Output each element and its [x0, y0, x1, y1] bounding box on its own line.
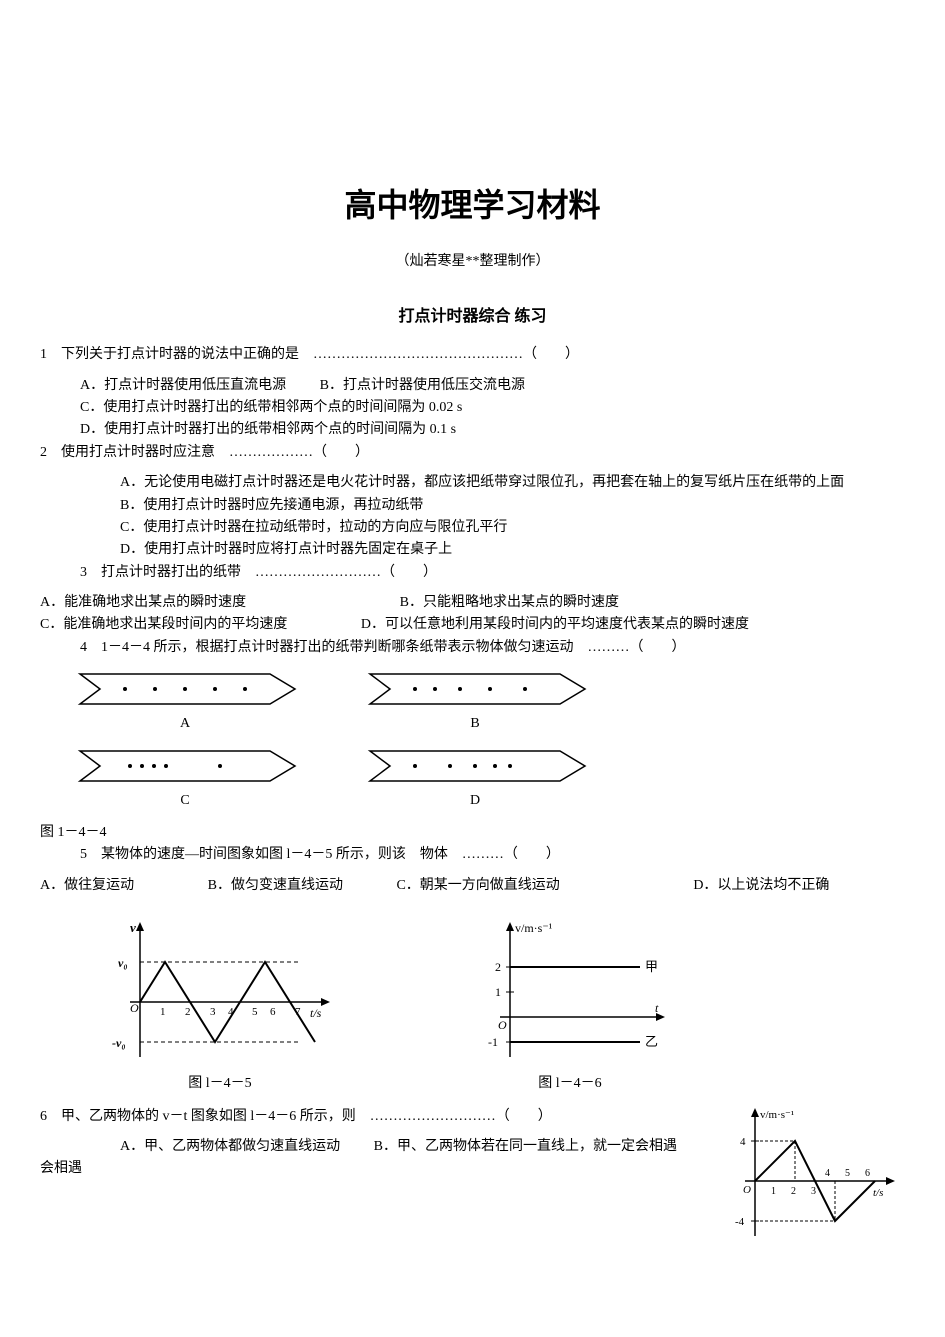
q1-opt-d: D．使用打点计时器打出的纸带相邻两个点的时间间隔为 0.1 s: [80, 422, 456, 437]
question-1: 1 下列关于打点计时器的说法中正确的是 ………………………………………（ ）: [40, 344, 905, 366]
svg-text:6: 6: [865, 1168, 870, 1179]
page-subtitle: （灿若寒星**整理制作）: [40, 251, 905, 273]
q2-opt-d: D．使用打点计时器时应将打点计时器先固定在桌子上: [120, 539, 905, 561]
q3-opt-a: A．能准确地求出某点的瞬时速度: [40, 595, 246, 610]
fig6-ylabel: v/m·s⁻¹: [515, 921, 553, 935]
fig7-svg: v/m·s⁻¹ t/s O 4 -4 1 2 3 4 5 6: [725, 1106, 905, 1246]
fig6-svg: v/m·s⁻¹ t O 2 1 -1 甲 乙: [460, 917, 680, 1067]
svg-text:4: 4: [228, 1006, 234, 1018]
question-3: 3 打点计时器打出的纸带 ………………………（ ）: [40, 562, 905, 584]
fig7-xlabel: t/s: [873, 1187, 883, 1199]
fig5-block: v t/s O v₀ -v₀ 1 2 3 4 5 6 7 图 l－4－5: [100, 917, 340, 1095]
svg-text:2: 2: [185, 1006, 191, 1018]
q3-opt-c: C．能准确地求出某段时间内的平均速度: [40, 617, 287, 632]
svg-text:O: O: [743, 1184, 751, 1196]
charts-row: v t/s O v₀ -v₀ 1 2 3 4 5 6 7 图 l－4－5: [100, 917, 905, 1095]
svg-text:-1: -1: [488, 1035, 498, 1049]
q5-opt-d: D．以上说法均不正确: [693, 878, 829, 893]
fig5-ylabel: v: [130, 920, 136, 935]
svg-text:3: 3: [811, 1186, 816, 1197]
svg-text:O: O: [498, 1018, 507, 1032]
fig7-ylabel: v/m·s⁻¹: [760, 1109, 794, 1121]
tapes-row-1: A B: [70, 669, 905, 735]
svg-text:1: 1: [160, 1006, 166, 1018]
svg-text:3: 3: [210, 1006, 216, 1018]
q2-opt-b: B．使用打点计时器时应先接通电源，再拉动纸带: [120, 495, 905, 517]
tapes-row-2: C D: [70, 746, 905, 812]
tape-b-label: B: [470, 713, 479, 735]
q2-opt-a: A．无论使用电磁打点计时器还是电火花计时器，都应该把纸带穿过限位孔，再把套在轴上…: [120, 472, 905, 494]
fig7-block: v/m·s⁻¹ t/s O 4 -4 1 2 3 4 5 6: [725, 1106, 905, 1246]
question-4: 4 1－4－4 所示，根据打点计时器打出的纸带判断哪条纸带表示物体做匀速运动 ……: [40, 637, 905, 659]
q6-extra: 会相遇: [40, 1158, 725, 1180]
q5-options: A．做往复运动 B．做匀变速直线运动 C．朝某一方向做直线运动 D．以上说法均不…: [40, 875, 905, 897]
tape-a-svg: [70, 669, 300, 709]
q2-opt-c: C．使用打点计时器在拉动纸带时，拉动的方向应与限位孔平行: [120, 517, 905, 539]
tape-c-svg: [70, 746, 300, 786]
q3-opt-d: D．可以任意地利用某段时间内的平均速度代表某点的瞬时速度: [361, 617, 749, 632]
q6-opt-b: B．甲、乙两物体若在同一直线上，就一定会相遇: [374, 1139, 677, 1154]
svg-text:2: 2: [791, 1186, 796, 1197]
question-5: 5 某物体的速度—时间图象如图 l－4－5 所示，则该 物体 ………（ ）: [40, 844, 905, 866]
q5-opt-c: C．朝某一方向做直线运动: [396, 878, 559, 893]
fig6-block: v/m·s⁻¹ t O 2 1 -1 甲 乙 图 l－4－6: [460, 917, 680, 1095]
q1-opt-b: B．打点计时器使用低压交流电源: [320, 378, 525, 393]
question-2: 2 使用打点计时器时应注意 ………………（ ）: [40, 442, 905, 464]
svg-text:O: O: [130, 1001, 139, 1015]
fig6-xlabel: t: [655, 1001, 659, 1015]
q3-opt-b: B．只能粗略地求出某点的瞬时速度: [400, 595, 619, 610]
q1-opt-c: C．使用打点计时器打出的纸带相邻两个点的时间间隔为 0.02 s: [80, 400, 462, 415]
q6-wrap: 6 甲、乙两物体的 v－t 图象如图 l－4－6 所示，则 ………………………（…: [40, 1106, 905, 1246]
tape-b: B: [360, 669, 590, 735]
q2-options: A．无论使用电磁打点计时器还是电火花计时器，都应该把纸带穿过限位孔，再把套在轴上…: [40, 472, 905, 562]
section-title: 打点计时器综合 练习: [40, 304, 905, 330]
q3-options: A．能准确地求出某点的瞬时速度 B．只能粗略地求出某点的瞬时速度 C．能准确地求…: [40, 592, 905, 637]
q5-opt-a: A．做往复运动: [40, 878, 134, 893]
q6-opt-a: A．甲、乙两物体都做匀速直线运动: [120, 1139, 340, 1154]
tape-c-label: C: [180, 790, 189, 812]
svg-text:7: 7: [295, 1006, 301, 1018]
tape-a-label: A: [180, 713, 190, 735]
fig4-caption: 图 1－4－4: [40, 822, 905, 844]
svg-text:5: 5: [845, 1168, 850, 1179]
tape-a: A: [70, 669, 300, 735]
q6-options: A．甲、乙两物体都做匀速直线运动 B．甲、乙两物体若在同一直线上，就一定会相遇: [40, 1136, 725, 1158]
fig5-caption: 图 l－4－5: [188, 1073, 251, 1095]
fig5-xlabel: t/s: [310, 1006, 322, 1020]
svg-text:1: 1: [771, 1186, 776, 1197]
svg-text:4: 4: [740, 1136, 746, 1148]
fig6-yi: 乙: [645, 1034, 658, 1049]
tape-b-svg: [360, 669, 590, 709]
tape-c: C: [70, 746, 300, 812]
svg-text:1: 1: [495, 985, 501, 999]
fig5-nv0: -v₀: [112, 1036, 126, 1050]
svg-text:-4: -4: [735, 1216, 745, 1228]
fig5-svg: v t/s O v₀ -v₀ 1 2 3 4 5 6 7: [100, 917, 340, 1067]
page-title: 高中物理学习材料: [40, 180, 905, 231]
tape-d-label: D: [470, 790, 480, 812]
svg-text:4: 4: [825, 1168, 830, 1179]
q1-options: A．打点计时器使用低压直流电源 B．打点计时器使用低压交流电源 C．使用打点计时…: [40, 375, 905, 442]
svg-text:6: 6: [270, 1006, 276, 1018]
fig5-v0: v₀: [118, 956, 128, 970]
svg-text:2: 2: [495, 960, 501, 974]
question-6: 6 甲、乙两物体的 v－t 图象如图 l－4－6 所示，则 ………………………（…: [40, 1106, 725, 1128]
svg-text:5: 5: [252, 1006, 258, 1018]
tape-d-svg: [360, 746, 590, 786]
fig6-jia: 甲: [645, 959, 658, 974]
fig6-caption: 图 l－4－6: [538, 1073, 601, 1095]
tape-d: D: [360, 746, 590, 812]
q1-opt-a: A．打点计时器使用低压直流电源: [80, 378, 286, 393]
q5-opt-b: B．做匀变速直线运动: [208, 878, 343, 893]
